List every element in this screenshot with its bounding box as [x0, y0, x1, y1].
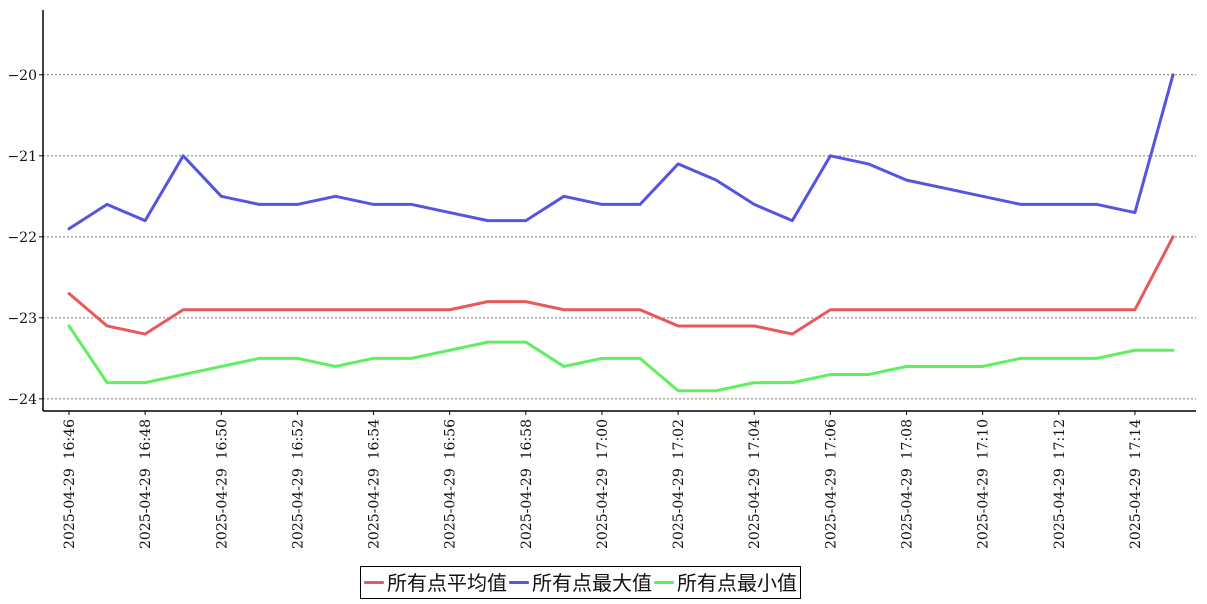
x-tick-label: 2025-04-29 16:54: [367, 419, 383, 549]
y-tick-label: −24: [7, 392, 37, 408]
axes: [42, 10, 1196, 412]
legend-swatch-average: [364, 581, 384, 584]
x-tick-label: 2025-04-29 17:08: [900, 419, 916, 549]
legend-label-average: 所有点平均值: [387, 570, 507, 595]
x-tick-label: 2025-04-29 16:46: [62, 419, 78, 549]
x-tick-labels: 2025-04-29 16:46 2025-04-29 16:48 2025-04-…: [62, 411, 1144, 549]
series-line-max: [67, 73, 1175, 231]
y-tick-labels: −20 −21 −22 −23 −24: [7, 68, 43, 408]
x-tick-label: 2025-04-29 17:04: [747, 419, 763, 549]
x-tick-label: 2025-04-29 17:10: [976, 419, 992, 549]
legend-swatch-min: [654, 581, 674, 584]
grid-lines: [43, 74, 1196, 400]
legend-item-max[interactable]: 所有点最大值: [509, 573, 652, 593]
x-tick-label: 2025-04-29 16:52: [290, 419, 306, 549]
legend-label-min: 所有点最小值: [677, 570, 797, 595]
chart-legend: 所有点平均值 所有点最大值 所有点最小值: [360, 566, 801, 599]
series-line-average: [67, 235, 1175, 336]
x-tick-label: 2025-04-29 16:48: [138, 419, 154, 549]
y-tick-label: −20: [7, 68, 37, 84]
legend-item-min[interactable]: 所有点最小值: [654, 573, 797, 593]
x-tick-label: 2025-04-29 17:14: [1128, 419, 1144, 549]
series-lines: [67, 73, 1175, 393]
y-tick-label: −22: [7, 230, 37, 246]
x-tick-label: 2025-04-29 16:58: [519, 419, 535, 549]
legend-label-max: 所有点最大值: [532, 570, 652, 595]
legend-swatch-max: [509, 581, 529, 584]
x-tick-label: 2025-04-29 16:56: [443, 419, 459, 549]
x-tick-label: 2025-04-29 17:02: [671, 419, 687, 549]
x-tick-label: 2025-04-29 16:50: [214, 419, 230, 549]
y-tick-label: −21: [7, 149, 37, 165]
x-tick-label: 2025-04-29 17:12: [1052, 419, 1068, 549]
x-tick-label: 2025-04-29 17:00: [595, 419, 611, 549]
y-tick-label: −23: [7, 311, 37, 327]
x-tick-label: 2025-04-29 17:06: [823, 419, 839, 549]
series-line-min: [67, 324, 1175, 393]
legend-item-average[interactable]: 所有点平均值: [364, 573, 507, 593]
